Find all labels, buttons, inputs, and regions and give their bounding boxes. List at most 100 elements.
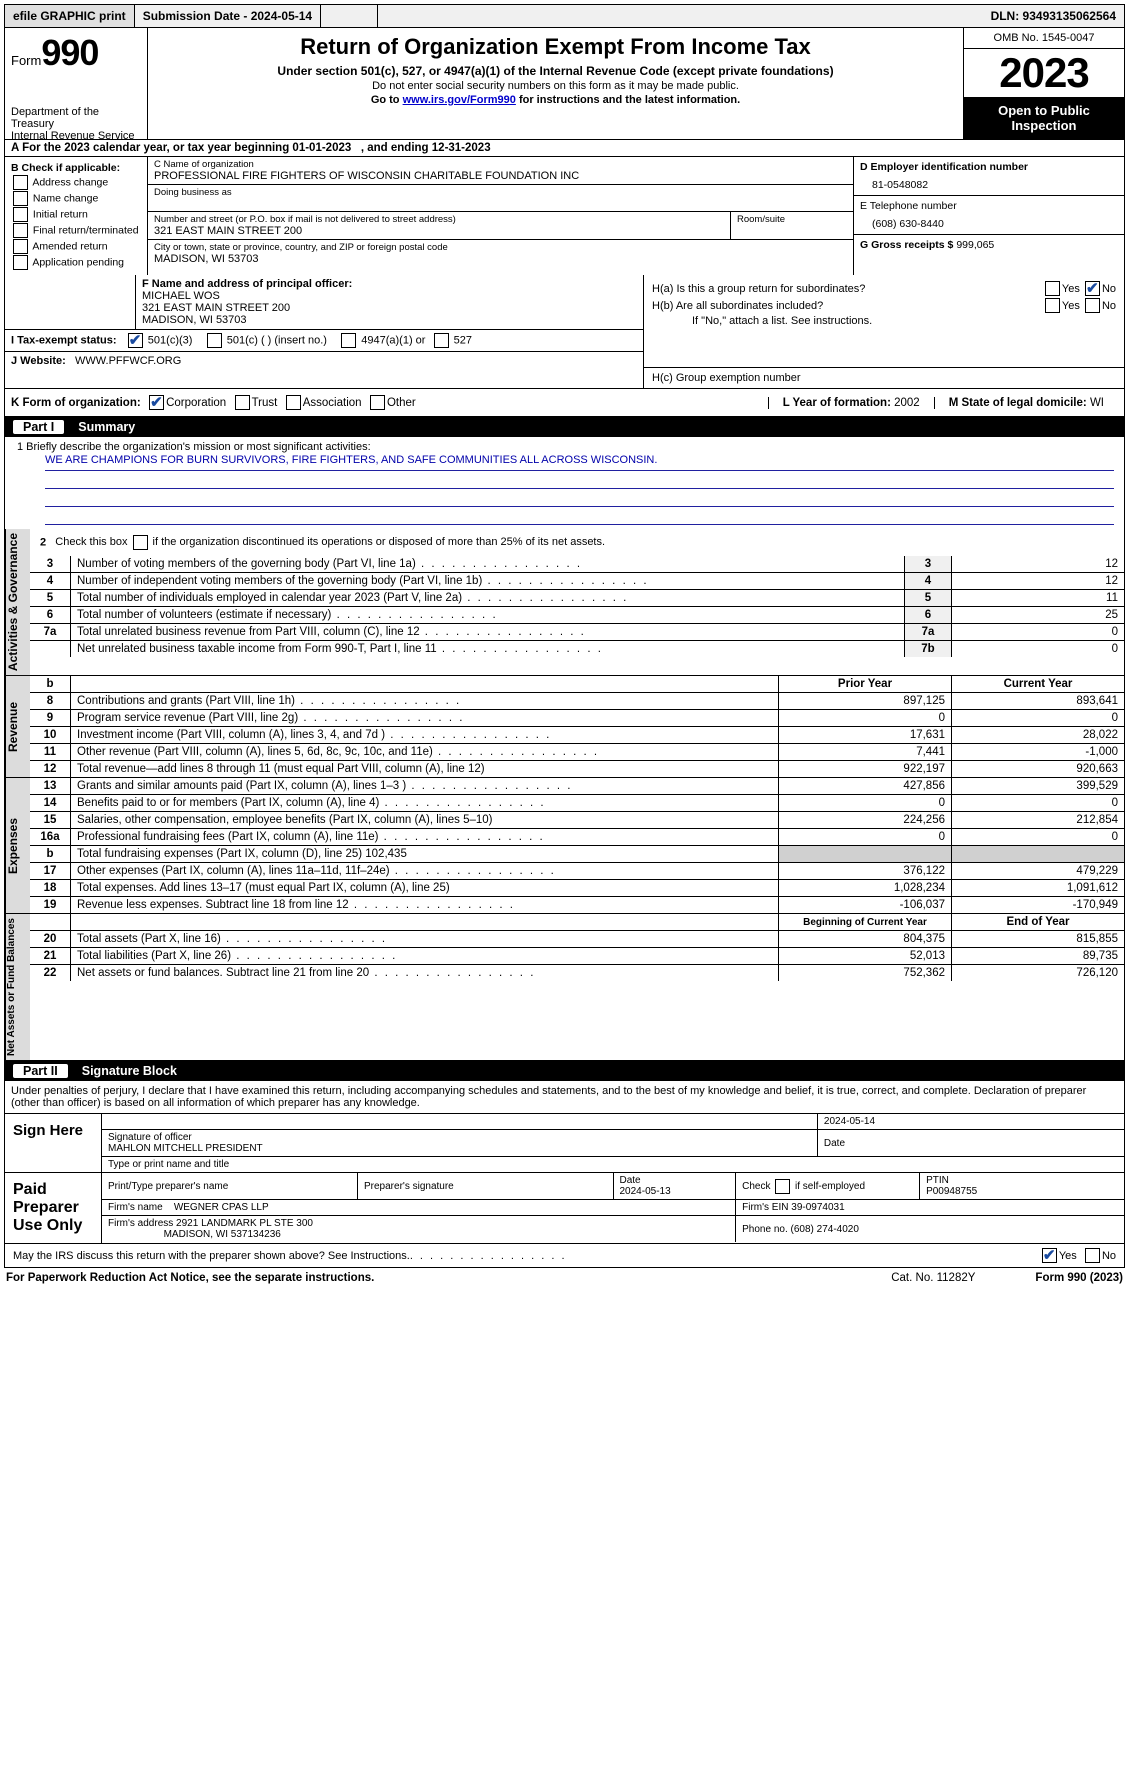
opt-name-change: Name change [33,192,98,204]
check-501c[interactable] [207,333,222,348]
domicile: WI [1090,397,1104,409]
check-assoc[interactable] [286,395,301,410]
l5-code: 5 [905,590,952,607]
section-i: I Tax-exempt status: 501(c)(3) 501(c) ( … [5,330,643,352]
l14-num: 14 [30,795,71,812]
line2-text: Check this box if the organization disco… [55,536,605,548]
tax-year-begin: A For the 2023 calendar year, or tax yea… [11,142,351,154]
check-hb-no[interactable] [1085,298,1100,313]
l5-num: 5 [30,590,71,607]
prep-name-label: Print/Type preparer's name [102,1173,358,1200]
l19-prior: -106,037 [779,897,952,914]
check-other[interactable] [370,395,385,410]
side-expenses: Expenses [5,778,30,913]
entity-block: B Check if applicable: Address change Na… [4,157,1125,275]
irs-link[interactable]: www.irs.gov/Form990 [403,94,516,106]
check-name-change[interactable] [13,191,28,206]
l22-desc: Net assets or fund balances. Subtract li… [77,967,369,979]
gross-value: 999,065 [956,239,994,251]
blank-segment [321,5,378,27]
l5-val: 11 [952,590,1125,607]
l20-begin: 804,375 [779,931,952,948]
mission-block: 1 Briefly describe the organization's mi… [4,437,1125,529]
opt-corp: Corporation [166,397,226,409]
check-corp[interactable] [149,395,164,410]
preparer-table: Print/Type preparer's name Preparer's si… [102,1173,1124,1242]
discuss-no: No [1102,1250,1116,1262]
part1-header: Part I Summary [4,417,1125,437]
check-final-return[interactable] [13,223,28,238]
sig-officer-label: Signature of officer [108,1132,192,1143]
form-title-block: Return of Organization Exempt From Incom… [148,28,964,139]
col-begin: Beginning of Current Year [779,914,952,931]
l9-prior: 0 [779,710,952,727]
l17-cur: 479,229 [952,863,1125,880]
mission-blank2 [45,489,1114,507]
room-label: Room/suite [737,214,847,225]
check-trust[interactable] [235,395,250,410]
ein-value: 81-0548082 [860,173,1118,191]
ptin-value: P00948755 [926,1186,977,1197]
org-name: PROFESSIONAL FIRE FIGHTERS OF WISCONSIN … [154,170,847,182]
l20-end: 815,855 [952,931,1125,948]
prep-date-lbl: Date [620,1175,641,1186]
check-4947[interactable] [341,333,356,348]
opt-trust: Trust [252,397,278,409]
discuss-yes: Yes [1059,1250,1077,1262]
dept-treasury: Department of the Treasury [11,106,141,130]
l13-desc: Grants and similar amounts paid (Part IX… [77,780,406,792]
governance-table: 3Number of voting members of the governi… [30,556,1124,657]
form-number: 990 [41,32,98,73]
check-501c3[interactable] [128,333,143,348]
section-j: J Website: WWW.PFFWCF.ORG [5,352,643,370]
pra-notice: For Paperwork Reduction Act Notice, see … [6,1272,374,1284]
check-amended[interactable] [13,239,28,254]
l4-num: 4 [30,573,71,590]
l8-prior: 897,125 [779,693,952,710]
check-527[interactable] [434,333,449,348]
phone-value: (608) 630-8440 [860,212,1118,230]
opt-final-return: Final return/terminated [33,224,139,236]
hb-no: No [1102,300,1116,312]
sign-date: 2024-05-14 [817,1114,1124,1130]
check-initial-return[interactable] [13,207,28,222]
efile-print-button[interactable]: efile GRAPHIC print [5,5,135,27]
gross-label: G Gross receipts $ [860,239,953,251]
l8-cur: 893,641 [952,693,1125,710]
l14-prior: 0 [779,795,952,812]
revenue-table: bPrior YearCurrent Year 8Contributions a… [30,676,1124,777]
check-discuss-yes[interactable] [1042,1248,1057,1263]
officer-sig-table: 2024-05-14 Signature of officerMAHLON MI… [102,1114,1124,1172]
check-app-pending[interactable] [13,255,28,270]
mission-blank3 [45,507,1114,525]
form-id-block: Form990 Department of the Treasury Inter… [5,28,148,139]
l3-num: 3 [30,556,71,573]
year-formation-label: L Year of formation: [783,397,891,409]
check-ha-yes[interactable] [1045,281,1060,296]
discuss-row: May the IRS discuss this return with the… [5,1244,1124,1267]
l15-cur: 212,854 [952,812,1125,829]
check-self-employed[interactable] [775,1179,790,1194]
check-ha-no[interactable] [1085,281,1100,296]
domicile-label: M State of legal domicile: [949,397,1087,409]
l7a-desc: Total unrelated business revenue from Pa… [77,626,420,638]
check-discuss-no[interactable] [1085,1248,1100,1263]
sign-here-label: Sign Here [5,1114,102,1172]
l17-prior: 376,122 [779,863,952,880]
l7a-code: 7a [905,624,952,641]
check-hb-yes[interactable] [1045,298,1060,313]
year-block: OMB No. 1545-0047 2023 Open to Public In… [964,28,1124,139]
form-subtitle: Under section 501(c), 527, or 4947(a)(1)… [158,64,953,78]
goto-prefix: Go to [371,94,403,106]
l21-num: 21 [30,948,71,965]
opt-amended: Amended return [32,240,107,252]
l4-desc: Number of independent voting members of … [77,575,482,587]
check-line2[interactable] [133,535,148,550]
expenses-table: 13Grants and similar amounts paid (Part … [30,778,1124,913]
check-address-change[interactable] [13,175,28,190]
addr-value: 321 EAST MAIN STREET 200 [154,225,724,237]
opt-501c3: 501(c)(3) [148,334,193,346]
opt-501c: 501(c) ( ) (insert no.) [227,334,327,346]
opt-4947: 4947(a)(1) or [361,334,425,346]
l11-desc: Other revenue (Part VIII, column (A), li… [77,746,433,758]
